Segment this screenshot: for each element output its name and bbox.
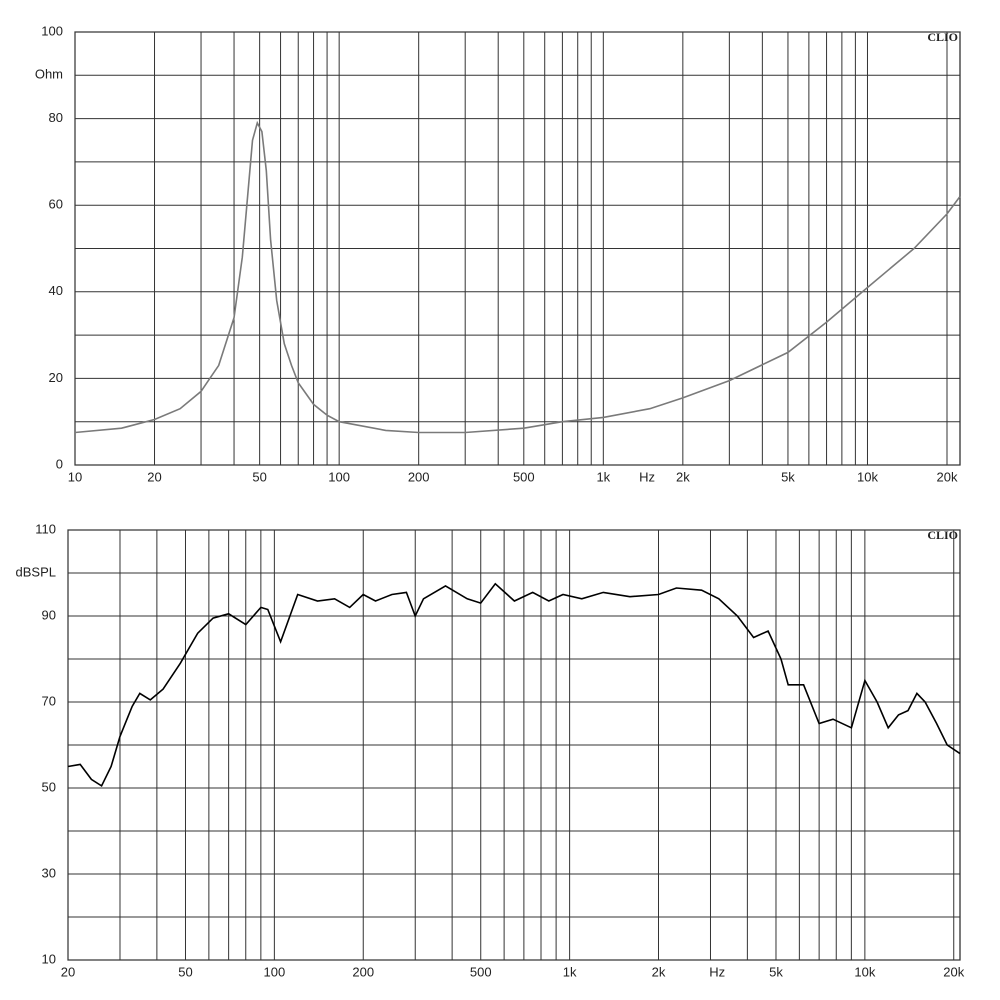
- y-tick-label: 80: [49, 110, 63, 125]
- x-tick-label: 2k: [676, 469, 690, 484]
- x-tick-label: 5k: [781, 469, 795, 484]
- x-tick-label: 500: [513, 469, 535, 484]
- y-tick-label: 40: [49, 283, 63, 298]
- y-tick-label: 30: [42, 865, 56, 880]
- x-axis-label: Hz: [639, 469, 655, 484]
- brand-label: CLIO: [927, 528, 958, 542]
- x-tick-label: 5k: [769, 964, 783, 979]
- y-tick-label: 0: [56, 456, 63, 471]
- x-axis-label: Hz: [709, 964, 725, 979]
- x-tick-label: 10: [68, 469, 82, 484]
- x-tick-label: 200: [352, 964, 374, 979]
- brand-label: CLIO: [927, 30, 958, 44]
- x-tick-label: 20k: [943, 964, 964, 979]
- y-axis-label: Ohm: [35, 67, 63, 82]
- y-tick-label: 70: [42, 693, 56, 708]
- y-tick-label: 50: [42, 779, 56, 794]
- y-tick-label: 110: [35, 521, 56, 536]
- y-tick-label: 90: [42, 607, 56, 622]
- x-tick-label: 20: [147, 469, 161, 484]
- x-tick-label: 50: [252, 469, 266, 484]
- x-tick-label: 500: [470, 964, 492, 979]
- x-tick-label: 100: [264, 964, 286, 979]
- x-tick-label: 20: [61, 964, 75, 979]
- x-tick-label: 10k: [854, 964, 875, 979]
- x-tick-label: 1k: [563, 964, 577, 979]
- data-line: [67, 582, 961, 788]
- y-tick-label: 60: [49, 197, 63, 212]
- y-tick-label: 10: [42, 951, 56, 966]
- x-tick-label: 10k: [857, 469, 878, 484]
- x-tick-label: 100: [328, 469, 350, 484]
- x-tick-label: 2k: [652, 964, 666, 979]
- x-tick-label: 50: [178, 964, 192, 979]
- data-line: [74, 120, 961, 434]
- x-tick-label: 1k: [596, 469, 610, 484]
- y-axis-label: dBSPL: [16, 564, 56, 579]
- y-tick-label: 20: [49, 370, 63, 385]
- y-tick-label: 100: [41, 23, 63, 38]
- x-tick-label: 20k: [937, 469, 958, 484]
- x-tick-label: 200: [408, 469, 430, 484]
